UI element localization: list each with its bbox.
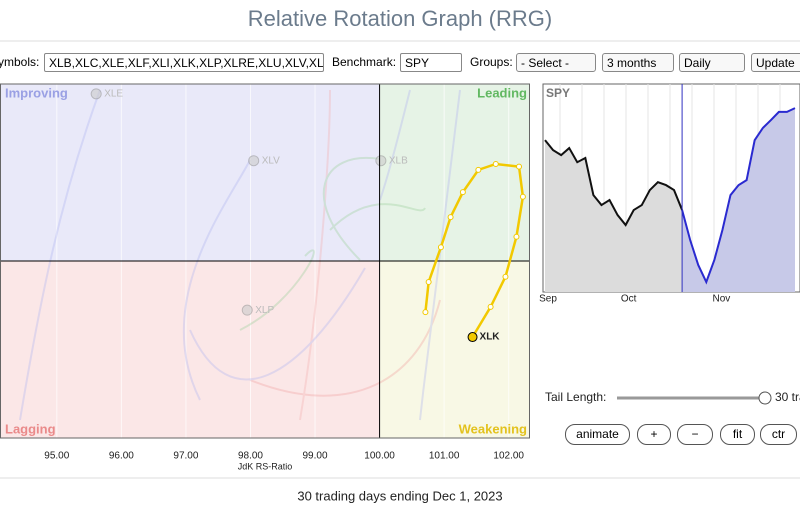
tail-point: [502, 273, 509, 280]
faded-tail: [189, 267, 366, 381]
mini-area-after: [682, 108, 795, 293]
page-title: Relative Rotation Graph (RRG): [248, 6, 552, 31]
tail-point: [519, 193, 526, 200]
quadrant-improving: [0, 84, 380, 261]
quadrant-weakening: [379, 261, 530, 438]
symbol-label: XLB: [389, 155, 408, 166]
quadrant-label: Weakening: [459, 421, 527, 436]
x-tick-label: 100.00: [364, 451, 395, 462]
tail-point: [475, 166, 482, 173]
quadrant-label: Leading: [477, 85, 527, 100]
range-select[interactable]: 3 months: [602, 53, 674, 72]
mini-x-label: Nov: [712, 294, 730, 305]
x-axis-label: JdK RS-Ratio: [238, 461, 293, 471]
quadrant-leading: [379, 84, 530, 261]
faded-tails: [19, 89, 461, 421]
faded-tail: [329, 203, 426, 231]
tail-point: [492, 160, 499, 167]
tail-point: [422, 309, 429, 316]
animate-button[interactable]: animate: [565, 424, 630, 445]
center-button[interactable]: ctr: [760, 424, 797, 445]
groups-label: Groups:: [470, 55, 513, 69]
faded-tail: [322, 156, 381, 261]
tail-point: [459, 189, 466, 196]
symbols-input[interactable]: XLB,XLC,XLE,XLF,XLI,XLK,XLP,XLRE,XLU,XLV…: [44, 53, 324, 72]
tail-point: [516, 163, 523, 170]
quadrant-lagging: [0, 261, 380, 438]
benchmark-input[interactable]: SPY: [400, 53, 462, 72]
x-tick-label: 97.00: [173, 451, 198, 462]
symbol-label: XLP: [255, 305, 274, 316]
mini-area-before: [545, 140, 683, 292]
symbol-label: XLV: [262, 155, 280, 166]
symbol-label: XLE: [104, 88, 123, 99]
update-button[interactable]: Update: [751, 53, 800, 72]
zoom-in-button[interactable]: +: [637, 424, 671, 445]
zoom-out-button[interactable]: −: [677, 424, 713, 445]
quadrant-label: Improving: [5, 85, 68, 100]
groups-select[interactable]: - Select -: [516, 53, 596, 72]
faded-tail: [379, 89, 411, 201]
tail-head: [467, 332, 478, 343]
tail-point: [425, 278, 432, 285]
tail-point: [513, 233, 520, 240]
tail-length-value: 30 trading days: [775, 390, 800, 404]
faded-tail: [299, 89, 331, 421]
faded-tail: [249, 299, 441, 397]
tail-point: [487, 303, 494, 310]
tail-point: [447, 214, 454, 221]
fit-button[interactable]: fit: [720, 424, 755, 445]
x-tick-label: 98.00: [238, 451, 263, 462]
mini-line-after: [681, 107, 796, 285]
x-tick-label: 96.00: [109, 451, 134, 462]
x-tick-label: 95.00: [44, 451, 69, 462]
footer: 30 trading days ending Dec 1, 2023: [297, 488, 502, 503]
quadrant-label: Lagging: [5, 421, 56, 436]
x-tick-label: 99.00: [303, 451, 328, 462]
symbols-label: Symbols:: [0, 55, 40, 69]
faded-tail: [239, 249, 315, 331]
faded-tail: [19, 89, 101, 421]
tail-name: XLK: [480, 332, 501, 343]
symbol-head: [375, 155, 387, 167]
faded-tail: [419, 89, 461, 421]
mini-x-label: Sep: [539, 294, 557, 305]
benchmark-label: Benchmark:: [332, 55, 397, 69]
period-select[interactable]: Daily: [679, 53, 745, 72]
symbol-head: [241, 304, 253, 316]
tail-length-label: Tail Length:: [545, 390, 606, 404]
mini-line-before: [544, 139, 684, 227]
symbol-head: [248, 155, 260, 167]
mini-x-label: Oct: [621, 294, 637, 305]
faded-tail: [182, 159, 251, 401]
symbol-head: [90, 88, 102, 100]
mini-title: SPY: [546, 86, 570, 100]
tail-point: [437, 244, 444, 251]
x-tick-label: 102.00: [493, 451, 524, 462]
slider-thumb[interactable]: [758, 391, 772, 405]
plot-border: [0, 83, 530, 439]
x-tick-label: 101.00: [429, 451, 460, 462]
